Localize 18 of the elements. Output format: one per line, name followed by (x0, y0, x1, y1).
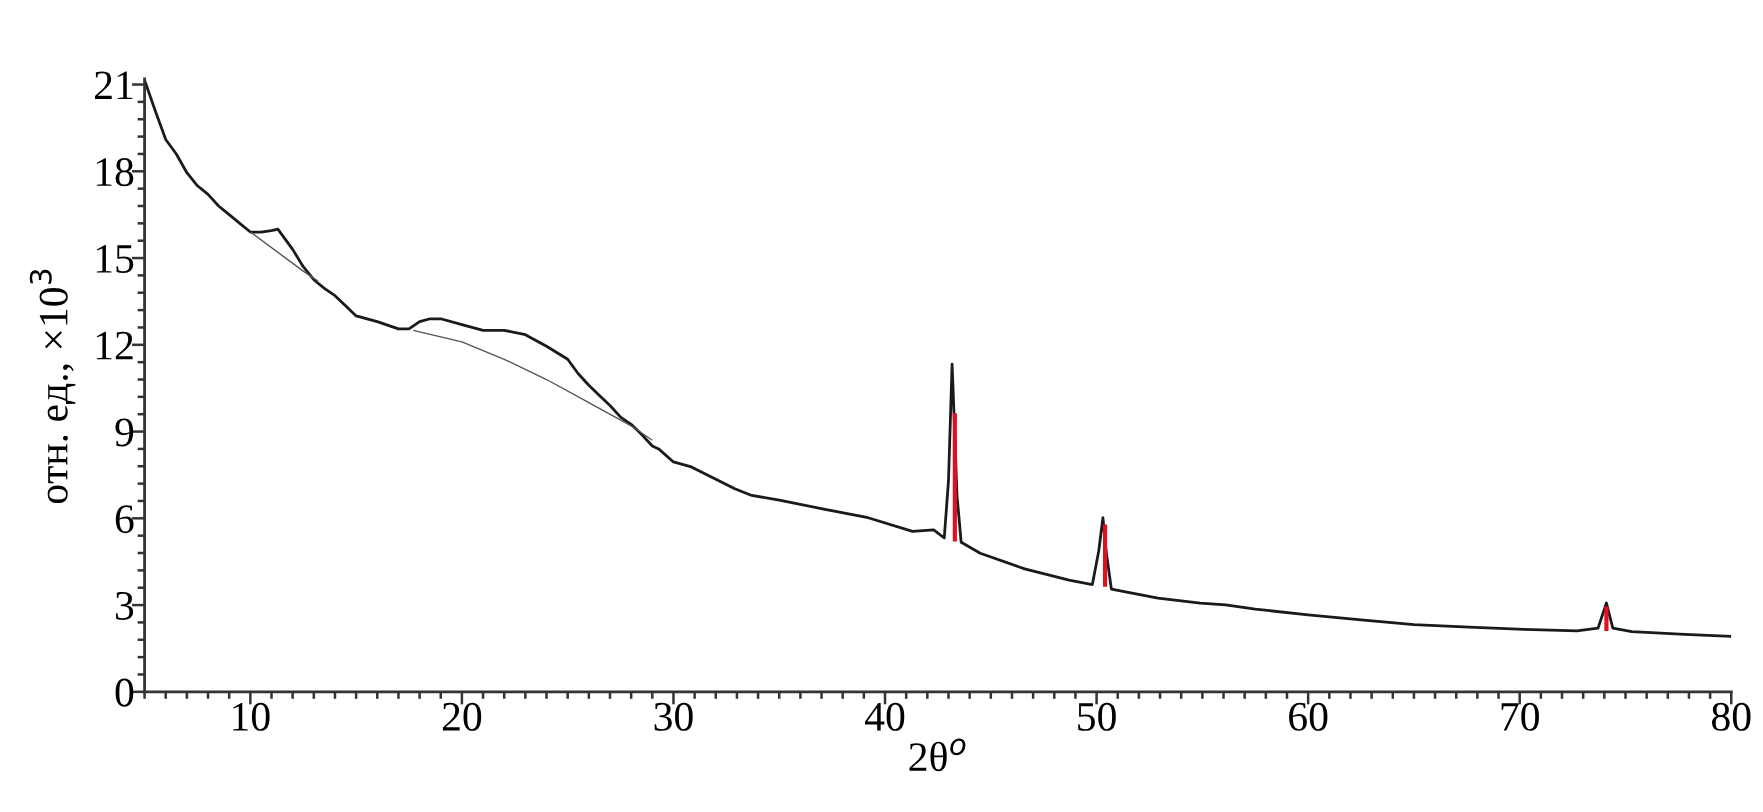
y-tick-label: 18 (96, 158, 134, 187)
y-tick-label: 6 (115, 505, 134, 534)
x-tick-label: 40 (865, 702, 905, 731)
y-tick-label: 0 (115, 678, 134, 707)
x-tick-label: 30 (654, 702, 693, 731)
y-tick-label: 9 (115, 418, 134, 447)
y-tick-label: 15 (96, 245, 134, 273)
x-tick-label: 50 (1078, 702, 1116, 731)
y-tick-label: 21 (95, 71, 133, 99)
x-axis-title: 2θ$^{o}$ (909, 738, 966, 772)
x-tick-label: 80 (1712, 702, 1751, 731)
y-tick-label: 12 (96, 331, 133, 360)
y-tick-label: 3 (116, 591, 134, 620)
x-tick-label: 10 (233, 702, 270, 731)
x-tick-label: 70 (1501, 702, 1539, 731)
x-tick-label: 20 (442, 702, 482, 731)
x-tick-label: 60 (1289, 702, 1328, 731)
y-axis-title: отн. ед., ×10$^{3}$ (29, 269, 76, 504)
